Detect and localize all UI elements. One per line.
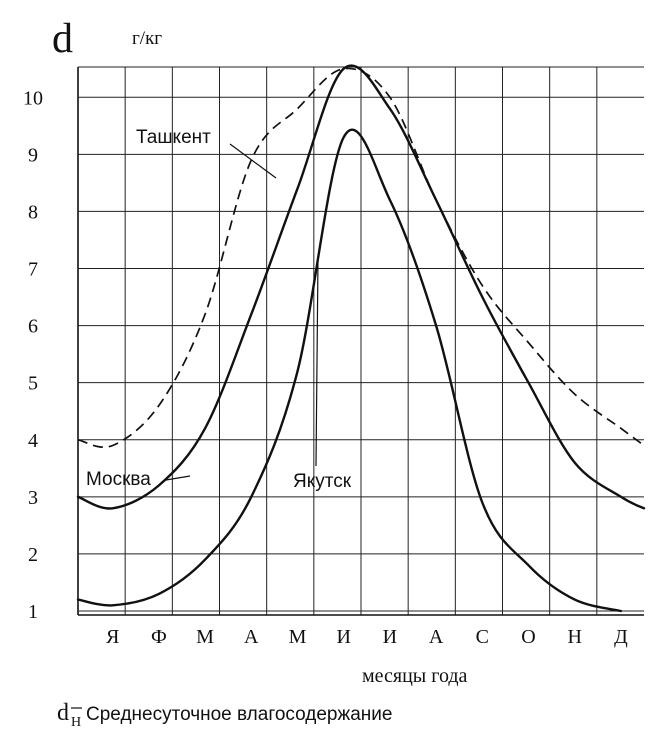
y-axis-unit: г/кг: [132, 28, 162, 49]
grid: [77, 66, 644, 616]
y-tick-label: 3: [28, 487, 38, 509]
x-tick-label: А: [244, 626, 259, 648]
y-axis-symbol: d: [52, 16, 73, 62]
x-tick-label: Ф: [151, 626, 167, 648]
x-tick-label: И: [336, 626, 350, 648]
caption-text: Среднесуточное влагосодержание: [86, 704, 392, 725]
series-moscow-line: [76, 64, 646, 510]
y-tick-label: 9: [28, 144, 38, 166]
x-tick-label: А: [429, 626, 444, 648]
x-tick-label: М: [196, 626, 214, 648]
caption-subscript: H: [71, 715, 81, 730]
series-yakutsk-label: Якутск: [293, 471, 352, 492]
labels: 1 2 3 4 5 6 7 8 9 10 Я Ф М А М И И А С О Н Д Москва Якутск Ташке…: [23, 87, 628, 648]
x-tick-label: Д: [614, 626, 628, 648]
series-yakutsk-leader: [315, 257, 319, 467]
x-tick-label: О: [521, 626, 535, 648]
caption: d H Среднесуточное влагосодержание: [57, 700, 392, 730]
x-tick-label: Н: [567, 626, 581, 648]
series-yakutsk-line: [76, 128, 623, 613]
x-axis-title: месяцы года: [362, 665, 468, 687]
series-lines: [76, 64, 646, 613]
y-tick-label: 10: [23, 87, 43, 109]
y-tick-label: 1: [28, 601, 38, 623]
x-tick-label: Я: [106, 626, 119, 648]
series-moscow-label: Москва: [86, 469, 151, 490]
y-tick-label: 2: [28, 544, 38, 566]
series-moscow-leader: [165, 475, 191, 481]
y-tick-label: 7: [28, 259, 38, 281]
x-tick-label: И: [383, 626, 397, 648]
x-tick-label: М: [289, 626, 307, 648]
series-tashkent-label: Ташкент: [136, 127, 211, 148]
y-tick-label: 5: [28, 373, 38, 395]
x-tick-label: С: [476, 626, 489, 648]
series-tashkent-leader: [229, 143, 277, 179]
y-tick-label: 4: [28, 430, 38, 452]
caption-symbol: d: [57, 700, 69, 726]
y-tick-label: 8: [28, 201, 38, 223]
y-tick-label: 6: [28, 316, 38, 338]
